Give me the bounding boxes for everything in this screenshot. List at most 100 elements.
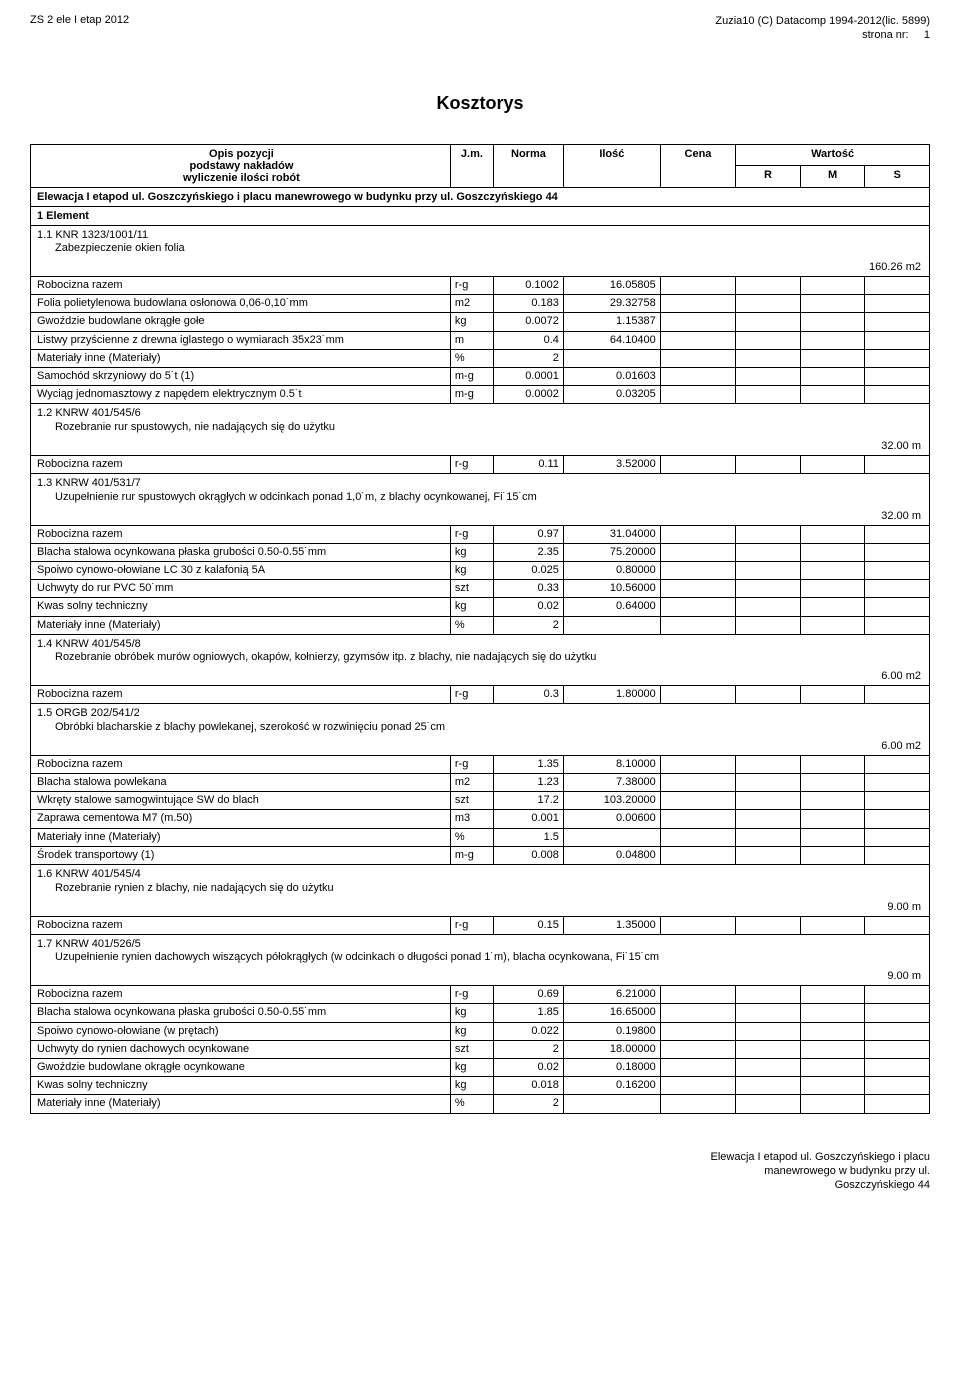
row-m bbox=[800, 810, 865, 828]
row-unit: % bbox=[450, 616, 493, 634]
item-qty-row: 32.00 m bbox=[31, 438, 930, 456]
row-cena bbox=[660, 810, 735, 828]
table-row: Zaprawa cementowa M7 (m.50)m30.0010.0060… bbox=[31, 810, 930, 828]
item-qty-row: 32.00 m bbox=[31, 508, 930, 526]
row-cena bbox=[660, 277, 735, 295]
row-ilosc: 29.32758 bbox=[563, 295, 660, 313]
section-main-text: Elewacja I etapod ul. Goszczyńskiego i p… bbox=[31, 187, 930, 206]
row-r bbox=[736, 295, 801, 313]
row-m bbox=[800, 846, 865, 864]
row-ilosc: 6.21000 bbox=[563, 986, 660, 1004]
table-row: Spoiwo cynowo-ołowiane (w prętach)kg0.02… bbox=[31, 1022, 930, 1040]
row-desc: Robocizna razem bbox=[31, 277, 451, 295]
row-cena bbox=[660, 295, 735, 313]
row-cena bbox=[660, 846, 735, 864]
row-desc: Wkręty stalowe samogwintujące SW do blac… bbox=[31, 792, 451, 810]
table-row: Materiały inne (Materiały)%1.5 bbox=[31, 828, 930, 846]
row-ilosc: 16.05805 bbox=[563, 277, 660, 295]
row-r bbox=[736, 313, 801, 331]
col-cena: Cena bbox=[660, 144, 735, 187]
item-description: Zabezpieczenie okien folia bbox=[37, 242, 923, 256]
col-norma: Norma bbox=[493, 144, 563, 187]
row-cena bbox=[660, 986, 735, 1004]
item-title-cell: 1.2 KNRW 401/545/6Rozebranie rur spustow… bbox=[31, 404, 930, 438]
table-row: Robocizna razemr-g0.9731.04000 bbox=[31, 525, 930, 543]
row-desc: Materiały inne (Materiały) bbox=[31, 616, 451, 634]
row-unit: kg bbox=[450, 561, 493, 579]
row-cena bbox=[660, 1004, 735, 1022]
item-qty: 32.00 m bbox=[31, 438, 930, 456]
row-s bbox=[865, 1040, 930, 1058]
row-desc: Gwoździe budowlane okrągłe gołe bbox=[31, 313, 451, 331]
row-m bbox=[800, 792, 865, 810]
row-norma: 0.97 bbox=[493, 525, 563, 543]
table-row: Blacha stalowa ocynkowana płaska grubośc… bbox=[31, 1004, 930, 1022]
row-norma: 1.85 bbox=[493, 1004, 563, 1022]
table-row: Blacha stalowa powlekanam21.237.38000 bbox=[31, 774, 930, 792]
row-ilosc: 0.01603 bbox=[563, 368, 660, 386]
table-row: Samochód skrzyniowy do 5˙t (1)m-g0.00010… bbox=[31, 368, 930, 386]
item-qty: 32.00 m bbox=[31, 508, 930, 526]
row-norma: 2 bbox=[493, 349, 563, 367]
row-ilosc: 18.00000 bbox=[563, 1040, 660, 1058]
row-ilosc: 3.52000 bbox=[563, 455, 660, 473]
row-unit: r-g bbox=[450, 277, 493, 295]
row-r bbox=[736, 331, 801, 349]
row-m bbox=[800, 1004, 865, 1022]
item-description: Rozebranie obróbek murów ogniowych, okap… bbox=[37, 651, 923, 665]
row-s bbox=[865, 986, 930, 1004]
item-qty-row: 6.00 m2 bbox=[31, 738, 930, 756]
section-element: 1 Element bbox=[31, 206, 930, 225]
table-row: Gwoździe budowlane okrągłe ocynkowanekg0… bbox=[31, 1058, 930, 1076]
row-r bbox=[736, 1022, 801, 1040]
row-norma: 2.35 bbox=[493, 543, 563, 561]
row-desc: Robocizna razem bbox=[31, 686, 451, 704]
col-ilosc: Ilość bbox=[563, 144, 660, 187]
row-m bbox=[800, 313, 865, 331]
row-r bbox=[736, 277, 801, 295]
kosztorys-table: Opis pozycji podstawy nakładów wyliczeni… bbox=[30, 144, 930, 1114]
col-opis-2: podstawy nakładów bbox=[37, 160, 446, 172]
row-m bbox=[800, 295, 865, 313]
table-row: Robocizna razemr-g0.113.52000 bbox=[31, 455, 930, 473]
col-r: R bbox=[736, 166, 801, 188]
item-qty: 6.00 m2 bbox=[31, 738, 930, 756]
row-unit: m2 bbox=[450, 774, 493, 792]
item-code: 1.1 KNR 1323/1001/11 bbox=[37, 229, 923, 243]
item-qty-row: 9.00 m bbox=[31, 899, 930, 917]
row-r bbox=[736, 916, 801, 934]
row-desc: Robocizna razem bbox=[31, 755, 451, 773]
footer-line-3: Goszczyńskiego 44 bbox=[30, 1178, 930, 1192]
row-cena bbox=[660, 455, 735, 473]
row-s bbox=[865, 1077, 930, 1095]
table-row: Wyciąg jednomasztowy z napędem elektrycz… bbox=[31, 386, 930, 404]
row-unit: r-g bbox=[450, 525, 493, 543]
item-qty: 9.00 m bbox=[31, 899, 930, 917]
row-norma: 0.0001 bbox=[493, 368, 563, 386]
header-left: ZS 2 ele I etap 2012 bbox=[30, 14, 129, 43]
row-desc: Materiały inne (Materiały) bbox=[31, 828, 451, 846]
row-norma: 0.4 bbox=[493, 331, 563, 349]
table-row: Robocizna razemr-g0.696.21000 bbox=[31, 986, 930, 1004]
row-cena bbox=[660, 1022, 735, 1040]
item-code: 1.5 ORGB 202/541/2 bbox=[37, 707, 923, 721]
row-m bbox=[800, 525, 865, 543]
item-description: Rozebranie rynien z blachy, nie nadający… bbox=[37, 882, 923, 896]
row-unit: r-g bbox=[450, 686, 493, 704]
row-norma: 2 bbox=[493, 1095, 563, 1113]
footer-line-2: manewrowego w budynku przy ul. bbox=[30, 1164, 930, 1178]
table-row: Wkręty stalowe samogwintujące SW do blac… bbox=[31, 792, 930, 810]
row-m bbox=[800, 580, 865, 598]
row-ilosc: 1.15387 bbox=[563, 313, 660, 331]
col-s: S bbox=[865, 166, 930, 188]
row-desc: Spoiwo cynowo-ołowiane (w prętach) bbox=[31, 1022, 451, 1040]
row-norma: 0.001 bbox=[493, 810, 563, 828]
row-norma: 0.02 bbox=[493, 598, 563, 616]
row-unit: r-g bbox=[450, 916, 493, 934]
row-unit: r-g bbox=[450, 455, 493, 473]
row-s bbox=[865, 331, 930, 349]
row-m bbox=[800, 774, 865, 792]
row-unit: % bbox=[450, 349, 493, 367]
row-m bbox=[800, 986, 865, 1004]
row-r bbox=[736, 525, 801, 543]
